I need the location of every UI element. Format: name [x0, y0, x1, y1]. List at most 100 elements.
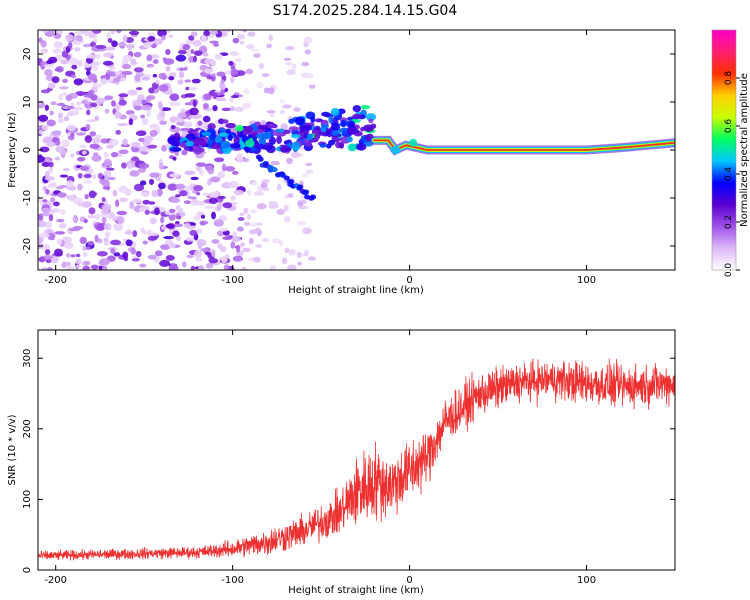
noise-blob: [175, 183, 186, 190]
scatter-blob: [167, 136, 176, 144]
noise-blob: [147, 254, 157, 260]
noise-blob: [65, 34, 74, 42]
noise-blob: [195, 162, 207, 167]
noise-blob: [204, 205, 215, 209]
faint-blob: [278, 240, 284, 247]
noise-blob: [170, 197, 181, 204]
noise-blob: [210, 176, 221, 183]
noise-blob: [211, 249, 216, 258]
noise-blob: [89, 131, 97, 137]
noise-blob: [148, 144, 158, 149]
carrier-bump: [390, 146, 401, 154]
noise-blob: [137, 94, 145, 101]
noise-blob: [79, 236, 87, 245]
noise-blob: [119, 197, 128, 203]
noise-blob: [129, 170, 140, 177]
noise-blob: [44, 68, 53, 77]
scatter-blob: [220, 140, 231, 149]
noise-blob: [49, 208, 61, 214]
noise-blob: [79, 144, 87, 149]
noise-blob: [222, 236, 232, 241]
noise-blob: [232, 170, 239, 175]
snr-panel: -200 -100 0 100 0 100 200 300 Height of straig…: [7, 329, 676, 596]
noise-blob: [109, 211, 115, 219]
noise-blob: [129, 201, 134, 210]
noise-blob: [191, 114, 203, 119]
noise-blob: [189, 107, 199, 116]
noise-blob: [94, 54, 101, 59]
noise-blob: [168, 242, 176, 249]
noise-blob: [87, 214, 96, 219]
scatter-blob: [201, 131, 212, 137]
scatter-blob: [170, 147, 180, 152]
noise-blob: [235, 244, 241, 253]
noise-blob: [181, 261, 187, 268]
noise-blob: [213, 219, 224, 227]
scatter-blob: [352, 104, 362, 113]
noise-blob: [140, 114, 146, 119]
noise-blob: [74, 40, 82, 45]
scatter-blob: [258, 138, 267, 146]
noise-blob: [165, 65, 171, 72]
noise-blob: [169, 93, 180, 101]
noise-blob: [228, 181, 239, 189]
colorbar-ticks: 0.0 0.2 0.4 0.6 0.8: [711, 29, 740, 277]
noise-blob: [91, 154, 102, 162]
noise-blob: [156, 188, 163, 197]
noise-blob: [46, 119, 56, 127]
noise-blob: [195, 257, 203, 262]
noise-blob: [70, 153, 75, 158]
scatter-blob: [207, 139, 214, 146]
noise-blob: [45, 258, 52, 264]
scatter-blob: [260, 132, 272, 140]
noise-blob: [127, 89, 138, 96]
spectrogram-ylabel: Frequency (Hz): [7, 112, 18, 188]
noise-blob: [133, 67, 144, 73]
noise-blob: [208, 194, 219, 198]
noise-blob: [73, 106, 84, 111]
noise-blob: [141, 76, 151, 81]
noise-blob: [46, 59, 53, 65]
noise-blob: [216, 71, 226, 77]
scatter-blob: [365, 113, 377, 121]
noise-blob: [232, 231, 237, 237]
noise-blob: [112, 189, 118, 197]
noise-blob: [102, 60, 114, 66]
faint-blob: [261, 73, 270, 78]
noise-blob: [103, 170, 112, 178]
noise-blob: [180, 127, 191, 132]
noise-blob: [161, 35, 166, 41]
noise-blob: [57, 112, 64, 119]
noise-blob: [178, 71, 185, 79]
noise-blob: [124, 188, 132, 196]
faint-blob: [283, 57, 292, 61]
noise-blob: [177, 112, 187, 119]
noise-blob: [48, 30, 56, 34]
noise-blob: [152, 59, 159, 64]
scatter-blob: [214, 136, 223, 143]
noise-blob: [191, 78, 201, 84]
noise-blob: [88, 190, 97, 199]
noise-blob: [122, 251, 129, 259]
noise-blob: [168, 72, 177, 78]
noise-blob: [102, 265, 108, 270]
noise-blob: [111, 100, 116, 107]
scatter-blob: [328, 115, 334, 124]
noise-blob: [211, 73, 216, 77]
noise-blob: [68, 57, 79, 66]
noise-blob: [175, 215, 182, 220]
faint-blob: [268, 201, 278, 205]
faint-blob: [245, 68, 254, 75]
noise-blob: [75, 258, 82, 265]
noise-blob: [83, 173, 92, 179]
noise-blob: [196, 228, 203, 234]
noise-blob: [189, 222, 197, 227]
noise-blob: [101, 203, 112, 211]
noise-blob: [177, 79, 184, 85]
noise-blob: [184, 170, 196, 176]
noise-blob: [212, 105, 218, 112]
noise-blob: [183, 200, 192, 204]
noise-blob: [125, 110, 135, 115]
spectrogram-x-ticks: -200 -100 0 100: [44, 30, 596, 286]
branch-blob: [271, 167, 278, 173]
